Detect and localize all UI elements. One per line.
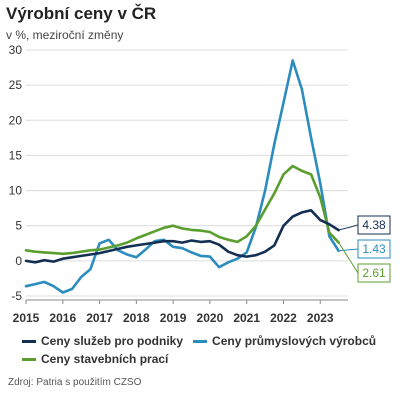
end-label-construction: 2.61 — [362, 266, 386, 280]
grid-layer — [26, 49, 348, 297]
axis-layer: -5 0 5 10 15 20 25 30 2015 2016 2017 2018 2019 2020 20… — [9, 43, 348, 325]
end-label-box-services — [357, 215, 391, 235]
x-tick-label: 2022 — [270, 311, 297, 325]
source-note: Zdroj: Patria s použitím CZSO — [8, 377, 142, 388]
legend-label-services: Ceny služeb pro podniky — [41, 334, 184, 348]
legend-item-construction: Ceny stavebních prací — [22, 352, 168, 366]
legend-swatch-services — [22, 339, 36, 343]
legend-item-services: Ceny služeb pro podniky — [22, 334, 183, 348]
end-label-box-construction — [357, 263, 391, 283]
y-tick-label: 15 — [9, 148, 23, 162]
y-tick-label: 5 — [15, 219, 22, 233]
chart-title: Výrobní ceny v ČR — [6, 4, 157, 23]
y-tick-label: 10 — [9, 184, 23, 198]
x-tick-label: 2020 — [197, 311, 224, 325]
x-tick-label: 2019 — [160, 311, 187, 325]
x-tick-label: 2017 — [86, 311, 113, 325]
x-tick-label: 2021 — [233, 311, 260, 325]
end-label-services: 4.38 — [362, 218, 386, 232]
series-line-industrial — [24, 59, 340, 294]
legend-swatch-industrial — [193, 339, 208, 343]
y-tick-label: 0 — [15, 254, 22, 268]
x-tick-label: 2016 — [49, 311, 76, 325]
legend-label-construction: Ceny stavebních prací — [41, 352, 169, 366]
end-label-layer: 4.38 1.43 2.61 — [338, 215, 391, 283]
series-line-construction — [24, 164, 340, 256]
end-label-industrial: 1.43 — [362, 242, 386, 256]
y-tick-label: 25 — [9, 78, 23, 92]
x-tick-label: 2023 — [307, 311, 334, 325]
y-tick-label: -5 — [11, 289, 22, 303]
legend: Ceny služeb pro podniky Ceny průmyslovýc… — [22, 332, 400, 368]
end-label-connector-services — [338, 224, 359, 231]
chart-subtitle: v %, meziroční změny — [6, 28, 124, 42]
legend-label-industrial: Ceny průmyslových výrobců — [212, 334, 377, 348]
end-label-connector-construction — [338, 242, 359, 274]
x-tick-label: 2018 — [123, 311, 150, 325]
series-line-services — [24, 209, 340, 264]
legend-item-industrial: Ceny průmyslových výrobců — [193, 334, 376, 348]
legend-swatch-construction — [22, 357, 36, 361]
x-tick-label: 2015 — [13, 311, 40, 325]
y-tick-label: 30 — [9, 43, 23, 57]
y-tick-label: 20 — [9, 113, 23, 127]
series-layer — [24, 59, 340, 294]
end-label-box-industrial — [357, 239, 391, 259]
end-label-connector-industrial — [338, 248, 359, 252]
